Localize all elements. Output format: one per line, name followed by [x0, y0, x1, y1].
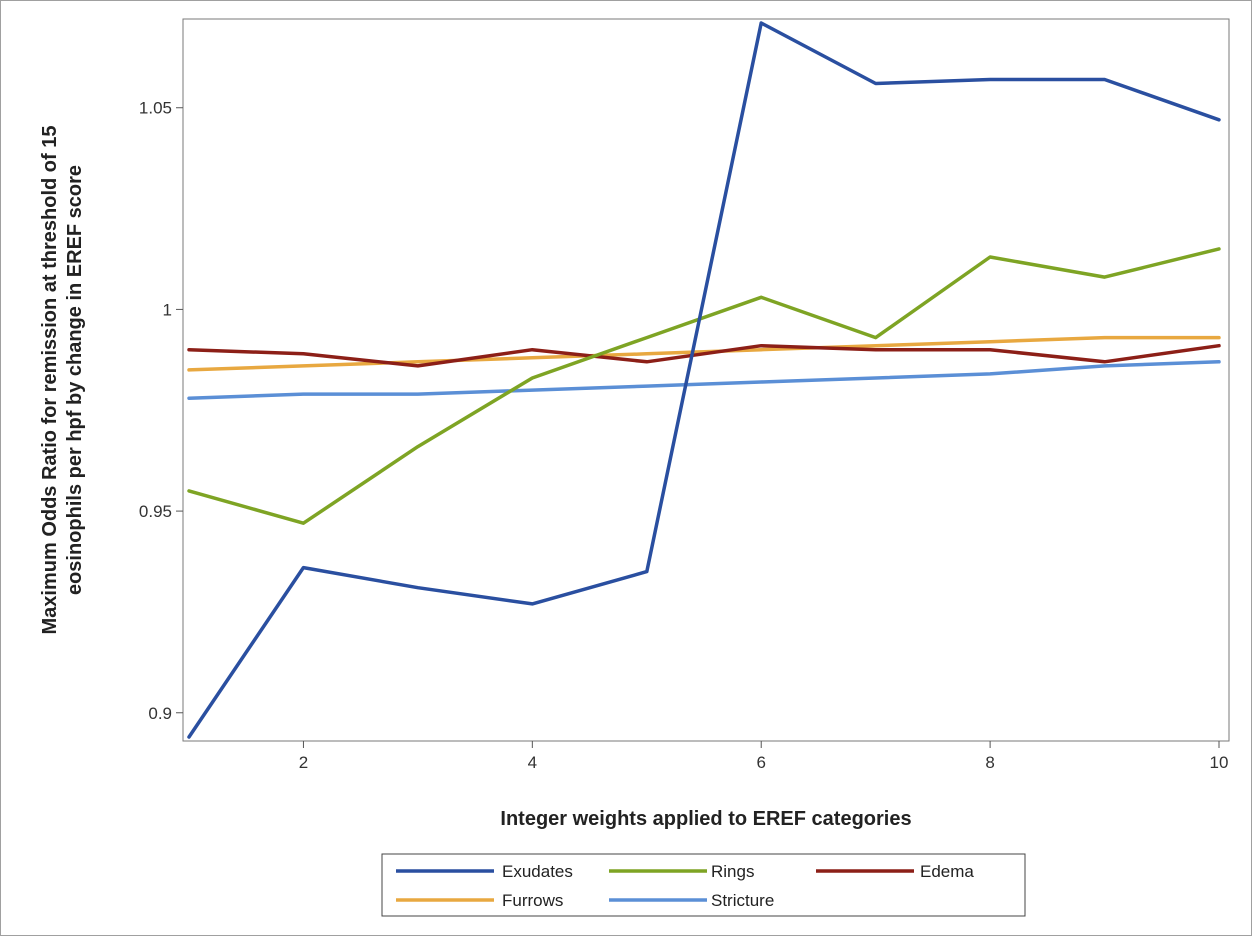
legend-label-stricture: Stricture	[711, 891, 774, 910]
x-tick-label: 6	[756, 753, 765, 772]
plot-area	[182, 18, 1230, 742]
y-axis-title-line-1: Maximum Odds Ratio for remission at thre…	[39, 126, 61, 635]
series-line-stricture	[187, 360, 1221, 400]
y-axis-title-line-2: eosinophils per hpf by change in EREF sc…	[64, 165, 86, 595]
x-axis-title: Integer weights applied to EREF categori…	[500, 808, 911, 830]
series-lines	[187, 21, 1221, 739]
y-tick-label: 0.9	[148, 704, 172, 723]
legend-box	[381, 853, 1026, 917]
legend-label-edema: Edema	[920, 862, 974, 881]
series-line-edema	[187, 343, 1221, 368]
series-line-exudates	[187, 21, 1221, 739]
y-tick-label: 1.05	[139, 99, 172, 118]
x-tick-label: 2	[299, 753, 308, 772]
x-tick-label: 10	[1210, 753, 1229, 772]
y-tick-label: 1	[163, 300, 172, 319]
y-tick-label: 0.95	[139, 502, 172, 521]
x-tick-label: 8	[985, 753, 994, 772]
legend: Exudates Rings Edema Furrows Stricture	[381, 853, 1026, 917]
y-axis: 0.9 0.95 1 1.05	[139, 99, 183, 723]
x-tick-label: 4	[528, 753, 537, 772]
x-axis: 2 4 6 8 10	[299, 741, 1229, 772]
legend-label-furrows: Furrows	[502, 891, 563, 910]
legend-label-rings: Rings	[711, 862, 754, 881]
series-line-rings	[187, 247, 1221, 525]
legend-label-exudates: Exudates	[502, 862, 573, 881]
series-line-furrows	[187, 335, 1221, 372]
